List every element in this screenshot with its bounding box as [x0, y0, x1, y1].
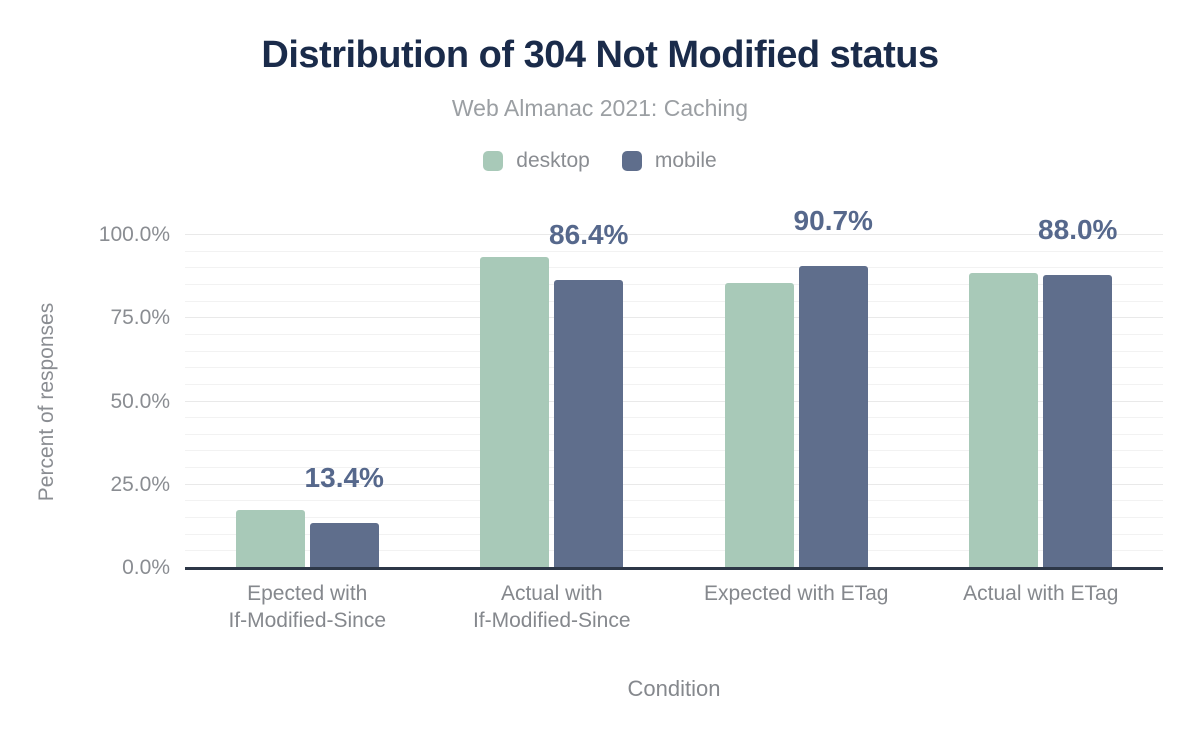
y-tick-0.0%: 0.0% [122, 556, 170, 579]
chart-subtitle: Web Almanac 2021: Caching [451, 95, 749, 121]
gridline-60 [185, 367, 1163, 369]
gridline-95 [185, 250, 1163, 252]
gridline-20 [185, 500, 1163, 502]
gridline-85 [185, 283, 1163, 285]
bar-desktop-2 [480, 256, 550, 568]
bar-mobile-4 [1043, 274, 1113, 568]
bar-desktop-1 [235, 509, 305, 568]
bar-group-3: 90.7% [674, 205, 919, 568]
y-tick-25.0%: 25.0% [110, 472, 170, 496]
gridline-30 [185, 467, 1163, 469]
desktop-swatch [483, 151, 504, 171]
x-label-3: Expected with ETag [704, 582, 889, 605]
legend-label-desktop: desktop [516, 149, 590, 172]
x-label-1: Epected with If-Modified-Since [228, 582, 387, 632]
x-label-2: Actual with If-Modified-Since [472, 582, 631, 632]
bar-group-4: 88.0% [919, 214, 1164, 568]
chart-title: Distribution of 304 Not Modified status [261, 34, 939, 76]
value-label-1: 13.4% [304, 462, 384, 494]
gridline-100 [185, 234, 1163, 235]
mobile-swatch [621, 151, 642, 171]
gridline-25 [185, 483, 1163, 485]
gridline-80 [185, 300, 1163, 302]
value-label-4: 88.0% [1038, 213, 1118, 245]
y-axis-title: Percent of responses [35, 302, 58, 502]
y-tick-75.0%: 75.0% [110, 306, 170, 330]
x-axis-title: Condition [627, 676, 721, 701]
x-label-4: Actual with ETag [963, 582, 1119, 605]
gridline-65 [185, 350, 1163, 352]
legend-item-desktop: desktop [483, 149, 590, 173]
value-label-2: 86.4% [549, 219, 629, 251]
plot-area: 13.4% 86.4% 90.7% 88.0% [185, 205, 1164, 570]
gridline-10 [185, 533, 1163, 535]
legend: desktop mobile [0, 149, 1200, 173]
gridline-90 [185, 267, 1163, 269]
bar-mobile-3 [798, 265, 868, 568]
bar-desktop-4 [969, 273, 1039, 568]
bar-desktop-3 [724, 283, 794, 568]
bar-mobile-1 [309, 523, 379, 568]
gridline-15 [185, 517, 1163, 519]
gridline-50 [185, 400, 1163, 402]
y-tick-100.0%: 100.0% [98, 223, 170, 246]
bar-group-2: 86.4% [430, 220, 675, 568]
bars-row: 13.4% 86.4% 90.7% 88.0% [185, 205, 1164, 568]
value-label-3: 90.7% [793, 204, 873, 236]
bar-group-1: 13.4% [185, 235, 430, 568]
bar-mobile-2 [554, 280, 624, 568]
gridline-45 [185, 417, 1163, 419]
gridline-75 [185, 317, 1163, 319]
x-axis-line [185, 567, 1163, 570]
gridline-55 [185, 383, 1163, 385]
x-axis-labels: Epected with If-Modified-Since Actual wit… [185, 580, 1163, 634]
y-tick-50.0%: 50.0% [110, 389, 170, 413]
gridline-5 [185, 550, 1163, 552]
legend-label-mobile: mobile [654, 149, 717, 172]
legend-item-mobile: mobile [621, 149, 717, 173]
gridline-40 [185, 433, 1163, 435]
gridline-70 [185, 333, 1163, 335]
gridline-35 [185, 450, 1163, 452]
y-axis-ticks: 0.0% 25.0% 50.0% 75.0% 100.0% [0, 223, 170, 579]
